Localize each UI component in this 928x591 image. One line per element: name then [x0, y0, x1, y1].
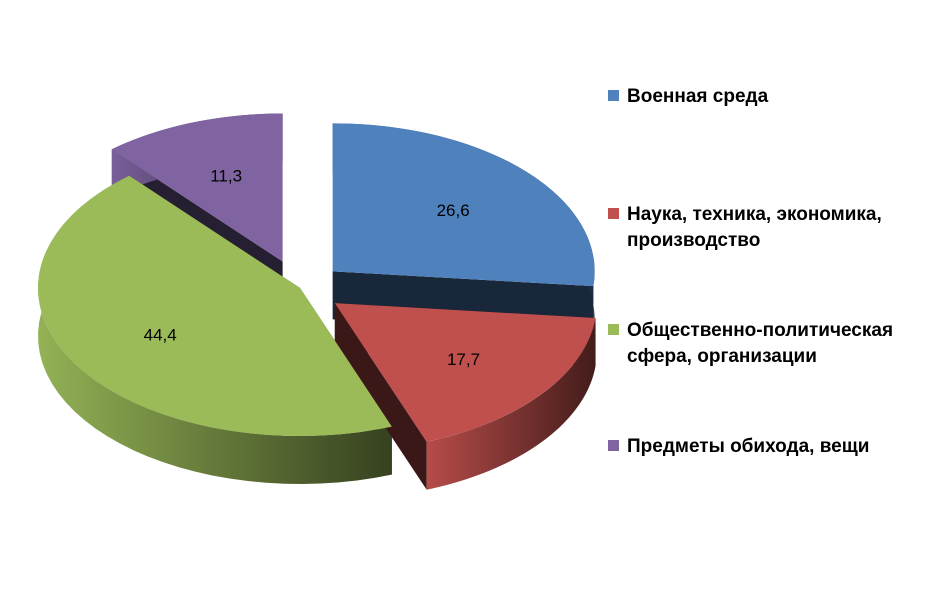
legend-item-science: Наука, техника, экономика, производство	[608, 202, 927, 254]
data-label-science: 17,7	[447, 350, 480, 369]
pie-data-labels: 11,3 26,6 44,4 17,7	[144, 166, 480, 369]
slice-social	[37, 175, 392, 437]
legend-swatch-household	[608, 440, 619, 451]
slice-social-outer-wall	[38, 175, 392, 484]
legend-label-social: Общественно-политическая сфера, организа…	[627, 320, 894, 367]
slice-military	[332, 123, 595, 287]
legend-label-military: Военная среда	[627, 86, 769, 107]
legend-swatch-military	[608, 90, 619, 101]
slice-science-outer-wall	[426, 318, 596, 490]
legend-item-social: Общественно-политическая сфера, организа…	[608, 318, 927, 370]
data-label-social: 44,4	[144, 326, 177, 345]
legend-label-science: Наука, техника, экономика, производство	[627, 204, 882, 251]
data-label-household: 11,3	[210, 166, 242, 185]
slice-household	[111, 113, 283, 262]
legend-swatch-social	[608, 324, 619, 335]
slice-science-cut-wall-1	[334, 303, 427, 490]
slice-science	[334, 303, 596, 442]
data-label-military: 26,6	[437, 201, 470, 220]
legend-item-military: Военная среда	[608, 84, 927, 110]
legend-item-household: Предметы обихода, вещи	[608, 434, 927, 460]
pie-tops	[37, 113, 596, 442]
legend-label-household: Предметы обихода, вещи	[627, 436, 870, 457]
legend-swatch-science	[608, 208, 619, 219]
